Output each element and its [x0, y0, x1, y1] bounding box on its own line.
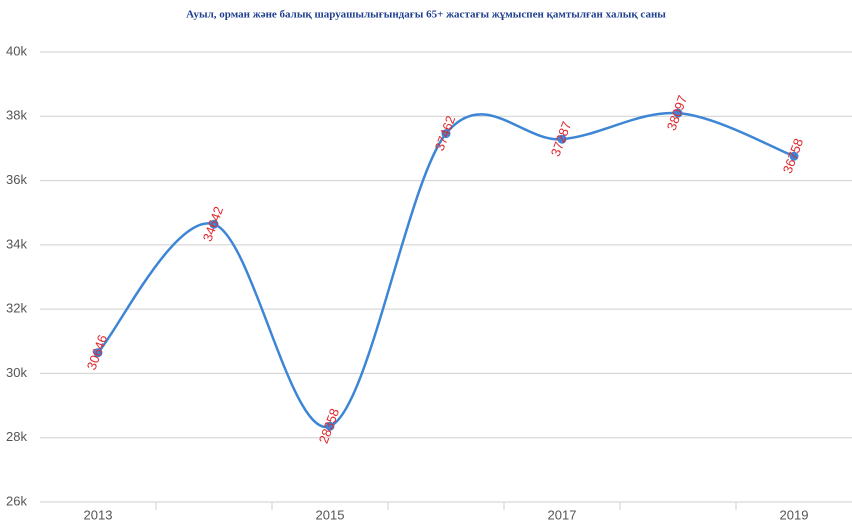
- data-label: 30646: [84, 333, 110, 372]
- series-line: [97, 111, 795, 429]
- data-point: [441, 129, 451, 139]
- x-tick-label: 2019: [780, 507, 809, 520]
- y-tick-label: 36k: [6, 172, 27, 187]
- data-point: [557, 134, 567, 144]
- y-tick-label: 30k: [6, 365, 27, 380]
- data-label: 36758: [780, 136, 806, 175]
- y-tick-label: 40k: [6, 43, 27, 58]
- data-point: [325, 421, 335, 431]
- y-tick-label: 34k: [6, 236, 27, 251]
- y-tick-label: 38k: [6, 108, 27, 123]
- chart-title: Ауыл, орман және балық шаруашылығындағы …: [186, 9, 666, 21]
- y-tick-label: 26k: [6, 493, 27, 508]
- y-tick-label: 28k: [6, 429, 27, 444]
- data-point: [93, 348, 103, 358]
- x-tick-label: 2015: [316, 507, 345, 520]
- x-tick-label: 2013: [84, 507, 113, 520]
- data-point: [209, 219, 219, 229]
- data-point: [789, 151, 799, 161]
- x-tick-label: 2017: [548, 507, 577, 520]
- data-label: 37462: [432, 114, 458, 153]
- y-tick-label: 32k: [6, 301, 27, 316]
- data-point: [673, 108, 683, 118]
